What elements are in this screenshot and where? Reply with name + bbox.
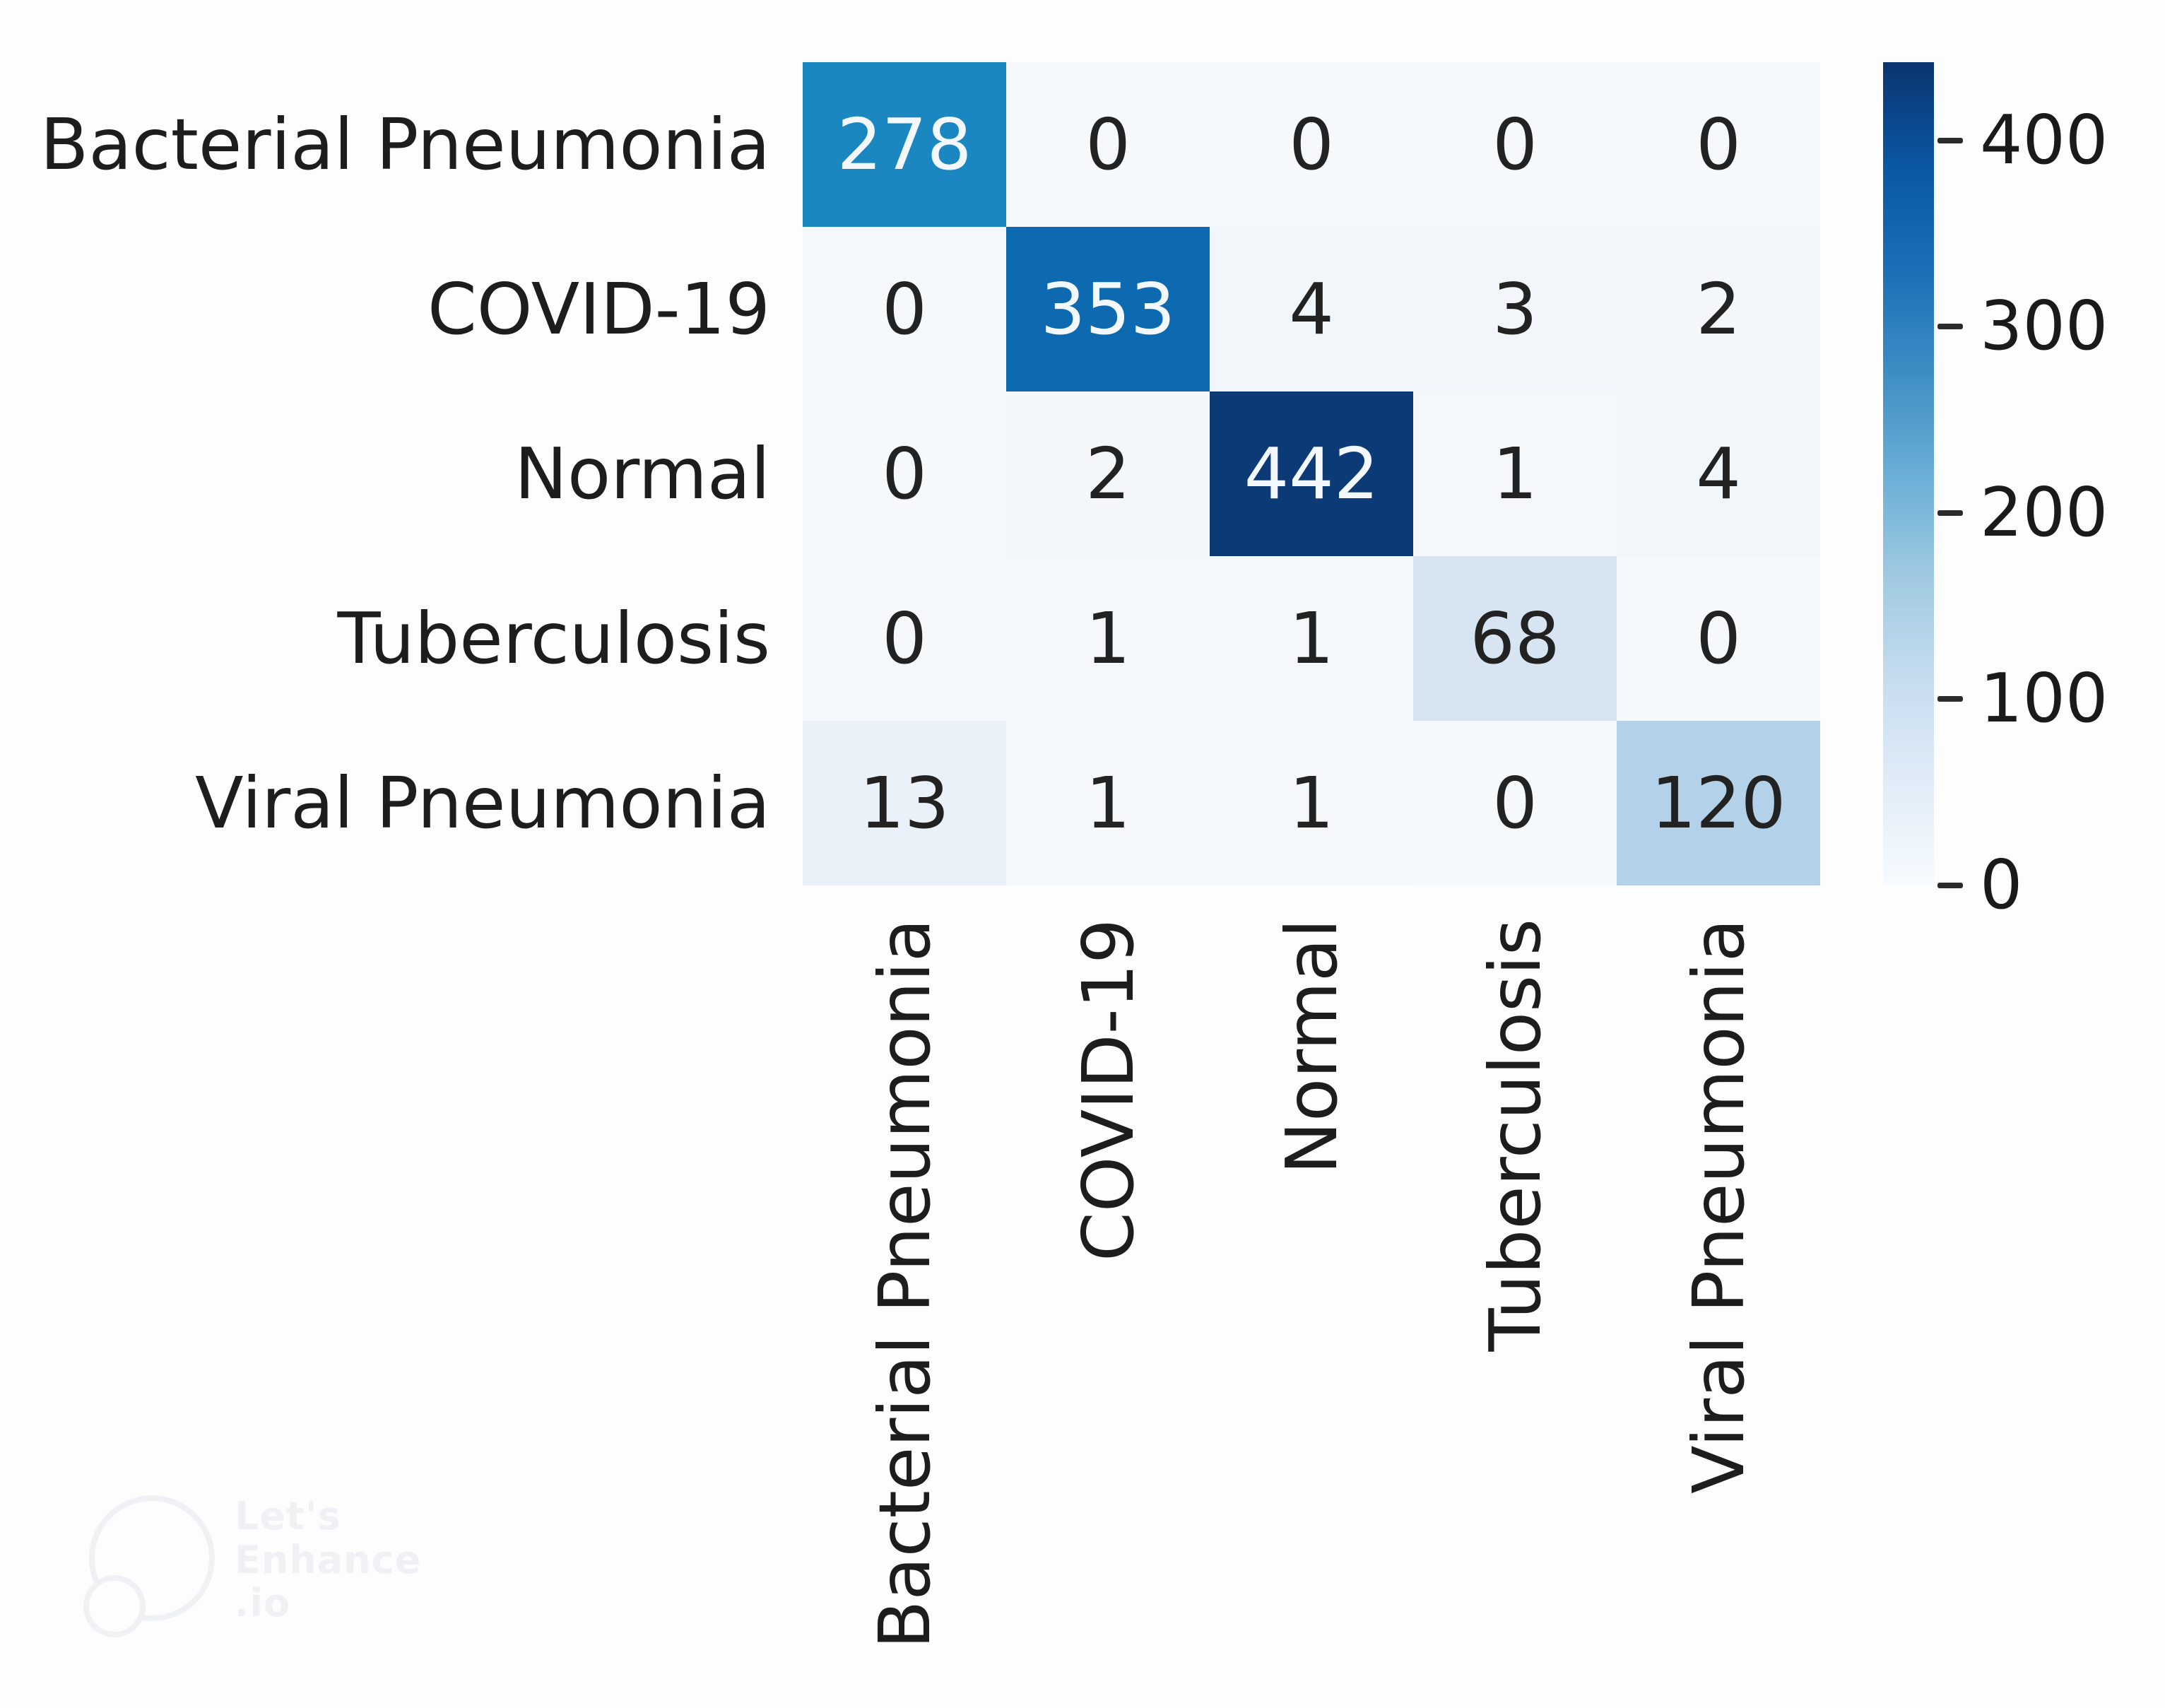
watermark-line: Enhance xyxy=(235,1537,422,1582)
colorbar-tick-label: 100 xyxy=(1980,659,2108,738)
col-label: Bacterial Pneumonia xyxy=(863,919,946,1649)
colorbar-tick-label: 200 xyxy=(1980,473,2108,552)
colorbar-tick: 0 xyxy=(1937,852,2022,919)
matrix-cell: 0 xyxy=(803,556,1006,721)
tick-mark xyxy=(1937,510,1963,516)
colorbar-tick-label: 0 xyxy=(1980,846,2023,924)
colorbar-tick-label: 400 xyxy=(1980,101,2108,179)
y-axis-labels: Bacterial Pneumonia COVID-19 Normal Tube… xyxy=(0,62,770,885)
row-label: Bacterial Pneumonia xyxy=(40,102,770,186)
tick-mark xyxy=(1937,696,1963,702)
matrix-cell: 2 xyxy=(1006,391,1210,556)
matrix-cell: 1 xyxy=(1413,391,1617,556)
tick-mark xyxy=(1937,138,1963,143)
watermark-line: .io xyxy=(235,1581,291,1626)
matrix-cell: 0 xyxy=(1210,62,1413,227)
heatmap-grid: 278 0 0 0 0 0 353 4 3 2 0 2 442 1 4 0 1 … xyxy=(803,62,1820,885)
matrix-cell: 68 xyxy=(1413,556,1617,721)
matrix-cell: 4 xyxy=(1617,391,1820,556)
row-label: Normal xyxy=(514,432,770,515)
row-label: COVID-19 xyxy=(427,267,770,351)
matrix-cell: 278 xyxy=(803,62,1006,227)
matrix-cell: 120 xyxy=(1617,721,1820,885)
col-label: Viral Pneumonia xyxy=(1677,919,1760,1494)
matrix-cell: 2 xyxy=(1617,227,1820,391)
matrix-cell: 1 xyxy=(1006,556,1210,721)
col-label: Tuberculosis xyxy=(1473,919,1557,1352)
matrix-cell: 0 xyxy=(803,227,1006,391)
matrix-cell: 13 xyxy=(803,721,1006,885)
matrix-cell: 1 xyxy=(1006,721,1210,885)
matrix-cell: 3 xyxy=(1413,227,1617,391)
colorbar-tick: 200 xyxy=(1937,473,2108,552)
row-label: Tuberculosis xyxy=(337,596,771,680)
matrix-cell: 1 xyxy=(1210,721,1413,885)
watermark-line: Let's xyxy=(235,1494,341,1538)
watermark-logo-icon xyxy=(83,1495,215,1637)
colorbar-tick-label: 300 xyxy=(1980,287,2108,365)
tick-mark xyxy=(1937,324,1963,329)
matrix-cell: 4 xyxy=(1210,227,1413,391)
colorbar-tick: 300 xyxy=(1937,293,2108,360)
colorbar-tick: 100 xyxy=(1937,659,2108,738)
col-label: COVID-19 xyxy=(1066,919,1150,1262)
matrix-cell: 0 xyxy=(1617,556,1820,721)
matrix-cell: 0 xyxy=(1413,62,1617,227)
matrix-cell: 442 xyxy=(1210,391,1413,556)
row-label: Viral Pneumonia xyxy=(195,761,770,844)
matrix-cell: 1 xyxy=(1210,556,1413,721)
x-axis-labels: Bacterial Pneumonia COVID-19 Normal Tube… xyxy=(803,919,1820,1682)
col-label: Normal xyxy=(1270,919,1353,1174)
matrix-cell: 0 xyxy=(803,391,1006,556)
matrix-cell: 353 xyxy=(1006,227,1210,391)
watermark-text: Let's Enhance .io xyxy=(235,1495,421,1625)
colorbar-tick: 400 xyxy=(1937,107,2108,174)
matrix-cell: 0 xyxy=(1413,721,1617,885)
matrix-cell: 0 xyxy=(1617,62,1820,227)
colorbar xyxy=(1883,62,1934,885)
tick-mark xyxy=(1937,883,1963,888)
matrix-cell: 0 xyxy=(1006,62,1210,227)
watermark: Let's Enhance .io xyxy=(78,1480,473,1664)
